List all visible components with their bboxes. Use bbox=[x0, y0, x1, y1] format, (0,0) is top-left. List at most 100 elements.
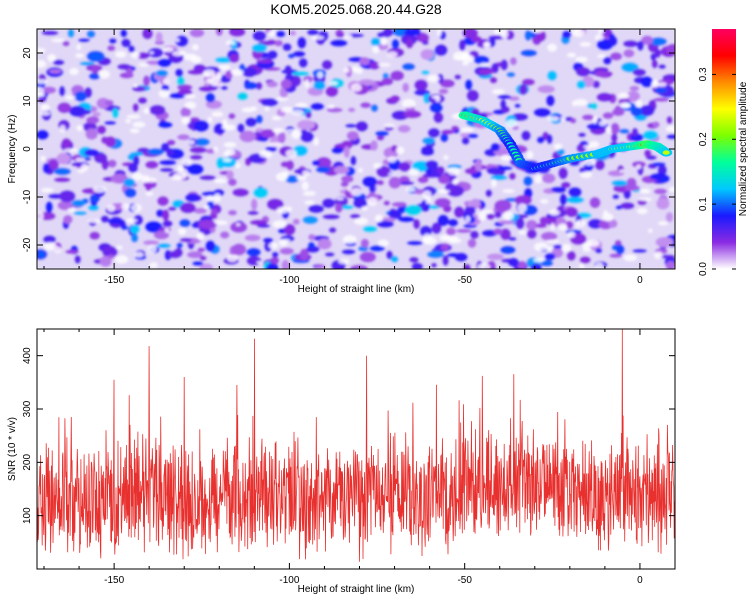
heatmap-cell bbox=[37, 60, 46, 68]
heatmap-cell bbox=[493, 29, 501, 35]
heatmap-cell bbox=[418, 33, 430, 43]
heatmap-cell bbox=[74, 91, 87, 102]
heatmap-cell bbox=[228, 29, 246, 37]
heatmap-cell bbox=[143, 240, 159, 246]
heatmap-cell bbox=[247, 210, 259, 216]
heatmap-cell bbox=[228, 53, 240, 63]
heatmap-cell bbox=[281, 259, 290, 269]
heatmap-cell bbox=[132, 155, 140, 167]
heatmap-cell bbox=[602, 213, 614, 222]
heatmap-cell bbox=[666, 125, 675, 132]
heatmap-cell bbox=[437, 174, 450, 185]
heatmap-cell bbox=[311, 35, 325, 40]
heatmap-cell bbox=[88, 72, 101, 80]
heatmap-cell bbox=[609, 253, 623, 258]
heatmap-cell bbox=[505, 119, 518, 128]
heatmap-cell bbox=[179, 202, 196, 214]
heatmap-cell bbox=[107, 218, 125, 224]
snr-axes: -150 -100 -50 0 100 200 300 400 bbox=[22, 329, 676, 586]
heatmap-cell bbox=[655, 237, 674, 248]
heatmap-cell bbox=[464, 167, 478, 175]
heatmap-cell bbox=[612, 108, 625, 116]
heatmap-cell bbox=[259, 150, 273, 158]
heatmap-cell bbox=[565, 207, 578, 218]
heatmap-cell bbox=[467, 238, 477, 248]
heatmap-cell bbox=[137, 52, 150, 60]
heatmap-cell bbox=[376, 220, 394, 228]
heatmap-cell bbox=[355, 121, 369, 132]
heatmap-cell bbox=[653, 188, 668, 195]
heatmap-cell bbox=[329, 81, 338, 86]
heatmap-cell bbox=[477, 68, 495, 75]
heatmap-cell bbox=[397, 125, 411, 133]
heatmap-cell bbox=[264, 106, 270, 111]
heatmap-cell bbox=[237, 92, 249, 101]
heatmap-cell bbox=[436, 166, 445, 175]
heatmap-cell bbox=[93, 152, 108, 164]
heatmap-cell bbox=[260, 98, 279, 107]
heatmap-cell bbox=[251, 198, 258, 211]
heatmap-cell bbox=[208, 116, 213, 123]
heatmap-cell bbox=[494, 211, 502, 219]
heatmap-cell bbox=[159, 167, 174, 173]
heatmap-cell bbox=[302, 215, 319, 225]
heatmap-cell bbox=[348, 107, 356, 113]
heatmap-cell bbox=[567, 231, 576, 239]
heatmap-cell bbox=[446, 227, 456, 236]
heatmap-cell bbox=[635, 99, 643, 108]
heatmap-cell bbox=[343, 34, 353, 39]
heatmap-cell bbox=[101, 136, 109, 144]
heatmap-cell bbox=[266, 81, 278, 88]
heatmap-cell bbox=[347, 186, 352, 192]
heatmap-cell bbox=[461, 137, 470, 145]
heatmap-cell bbox=[85, 128, 98, 140]
heatmap-cell bbox=[138, 63, 150, 67]
heatmap-cell bbox=[228, 178, 237, 186]
heatmap-cell bbox=[133, 214, 144, 226]
heatmap-cell bbox=[120, 29, 128, 38]
heatmap-cell bbox=[362, 225, 378, 233]
heatmap-cell bbox=[437, 214, 450, 227]
heatmap-cell bbox=[395, 146, 405, 155]
heatmap-cell bbox=[213, 193, 221, 202]
heatmap-cell bbox=[549, 209, 560, 216]
heatmap-cell bbox=[582, 243, 587, 248]
heatmap-cell bbox=[341, 249, 356, 255]
heatmap-cell bbox=[439, 79, 455, 88]
heatmap-cell bbox=[230, 221, 248, 233]
heatmap-cell bbox=[210, 209, 219, 216]
heatmap-cell bbox=[562, 30, 572, 39]
heatmap-cell bbox=[654, 87, 668, 94]
ridge-point bbox=[662, 150, 670, 155]
heatmap-cell bbox=[147, 148, 165, 156]
heatmap-cell bbox=[340, 181, 349, 187]
heatmap-cell bbox=[40, 104, 50, 112]
heatmap-cell bbox=[390, 70, 405, 81]
heatmap-cell bbox=[551, 186, 566, 192]
heatmap-cell bbox=[262, 237, 274, 243]
heatmap-cell bbox=[431, 262, 437, 268]
heatmap-cell bbox=[608, 35, 618, 47]
heatmap-cell bbox=[560, 181, 571, 189]
heatmap-cell bbox=[343, 235, 357, 245]
y-tick-label: 10 bbox=[22, 95, 33, 107]
heatmap-cell bbox=[187, 139, 195, 145]
heatmap-cell bbox=[391, 38, 400, 49]
heatmap-cell bbox=[211, 74, 222, 79]
heatmap-cell bbox=[458, 39, 466, 51]
heatmap-cell bbox=[316, 157, 332, 169]
heatmap-cell bbox=[268, 242, 278, 249]
heatmap-cell bbox=[380, 36, 387, 46]
heatmap-cell bbox=[606, 126, 612, 134]
heatmap-cell bbox=[608, 219, 618, 228]
heatmap-cell bbox=[330, 39, 348, 47]
heatmap-cell bbox=[129, 128, 140, 133]
heatmap-cell bbox=[592, 80, 601, 89]
heatmap-cell bbox=[370, 140, 378, 151]
x-tick-label: 0 bbox=[637, 275, 643, 286]
heatmap-cell bbox=[203, 69, 215, 77]
heatmap-cell bbox=[324, 252, 335, 257]
heatmap-cell bbox=[526, 229, 537, 239]
heatmap-cell bbox=[426, 250, 444, 259]
